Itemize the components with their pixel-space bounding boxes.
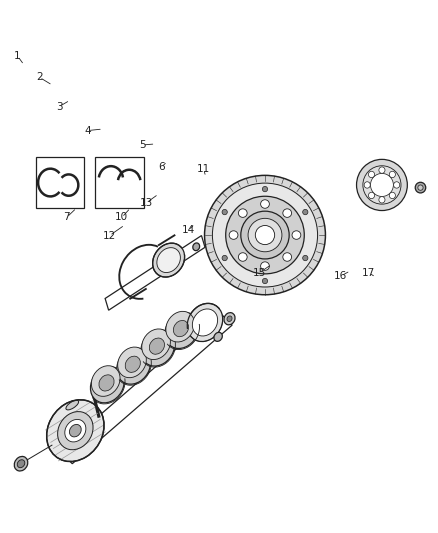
Ellipse shape bbox=[58, 411, 93, 450]
Ellipse shape bbox=[357, 159, 407, 211]
Ellipse shape bbox=[262, 187, 268, 192]
Ellipse shape bbox=[241, 211, 289, 259]
Ellipse shape bbox=[364, 182, 370, 188]
Ellipse shape bbox=[226, 196, 304, 274]
Ellipse shape bbox=[303, 255, 308, 261]
Text: 1: 1 bbox=[14, 51, 21, 61]
Ellipse shape bbox=[91, 367, 124, 403]
Text: 11: 11 bbox=[197, 165, 210, 174]
Ellipse shape bbox=[368, 192, 374, 199]
Ellipse shape bbox=[193, 243, 200, 251]
Ellipse shape bbox=[229, 231, 238, 239]
Ellipse shape bbox=[238, 253, 247, 261]
Ellipse shape bbox=[379, 197, 385, 203]
Ellipse shape bbox=[222, 209, 227, 215]
Text: 17: 17 bbox=[362, 268, 375, 278]
Ellipse shape bbox=[303, 209, 308, 215]
Ellipse shape bbox=[165, 312, 198, 349]
Polygon shape bbox=[105, 236, 205, 310]
Ellipse shape bbox=[46, 400, 104, 462]
Ellipse shape bbox=[283, 209, 292, 217]
Ellipse shape bbox=[166, 311, 194, 342]
Ellipse shape bbox=[66, 400, 79, 410]
Text: 5: 5 bbox=[139, 140, 146, 150]
Ellipse shape bbox=[153, 243, 184, 277]
Bar bbox=[36, 157, 84, 208]
Ellipse shape bbox=[262, 278, 268, 284]
Ellipse shape bbox=[157, 248, 180, 272]
Ellipse shape bbox=[125, 356, 141, 373]
Ellipse shape bbox=[17, 460, 25, 467]
Ellipse shape bbox=[14, 456, 28, 471]
Ellipse shape bbox=[99, 375, 114, 391]
Ellipse shape bbox=[283, 253, 292, 261]
Text: 14: 14 bbox=[182, 225, 195, 235]
Text: 13: 13 bbox=[140, 198, 153, 207]
Ellipse shape bbox=[222, 255, 227, 261]
Polygon shape bbox=[59, 312, 232, 464]
Ellipse shape bbox=[389, 171, 396, 177]
Ellipse shape bbox=[379, 167, 385, 173]
Ellipse shape bbox=[117, 348, 150, 384]
Ellipse shape bbox=[141, 330, 174, 366]
Text: 4: 4 bbox=[84, 126, 91, 135]
Text: 7: 7 bbox=[63, 213, 70, 222]
Ellipse shape bbox=[418, 185, 423, 190]
Ellipse shape bbox=[255, 225, 275, 245]
Ellipse shape bbox=[261, 200, 269, 208]
Ellipse shape bbox=[214, 333, 223, 341]
Ellipse shape bbox=[238, 209, 247, 217]
Ellipse shape bbox=[371, 173, 393, 197]
Ellipse shape bbox=[173, 320, 189, 337]
Ellipse shape bbox=[65, 419, 86, 442]
Ellipse shape bbox=[224, 313, 235, 325]
Text: 15: 15 bbox=[253, 268, 266, 278]
Ellipse shape bbox=[92, 366, 120, 397]
Ellipse shape bbox=[192, 309, 218, 336]
Text: 10: 10 bbox=[115, 213, 128, 222]
Text: 12: 12 bbox=[103, 231, 116, 240]
Text: 3: 3 bbox=[56, 102, 63, 111]
Ellipse shape bbox=[261, 262, 269, 270]
Text: 6: 6 bbox=[158, 163, 165, 172]
Ellipse shape bbox=[118, 347, 146, 378]
Ellipse shape bbox=[363, 166, 401, 204]
Ellipse shape bbox=[149, 338, 165, 354]
Text: 16: 16 bbox=[334, 271, 347, 281]
Ellipse shape bbox=[187, 303, 223, 342]
Ellipse shape bbox=[205, 175, 325, 295]
Ellipse shape bbox=[368, 171, 374, 177]
Text: 2: 2 bbox=[36, 72, 43, 82]
Ellipse shape bbox=[394, 182, 400, 188]
Ellipse shape bbox=[292, 231, 301, 239]
Ellipse shape bbox=[415, 182, 426, 193]
Ellipse shape bbox=[142, 329, 170, 360]
Ellipse shape bbox=[227, 316, 232, 321]
Ellipse shape bbox=[70, 424, 81, 437]
Ellipse shape bbox=[248, 219, 282, 252]
Bar bbox=[95, 157, 144, 208]
Ellipse shape bbox=[389, 192, 396, 199]
Ellipse shape bbox=[212, 183, 318, 287]
